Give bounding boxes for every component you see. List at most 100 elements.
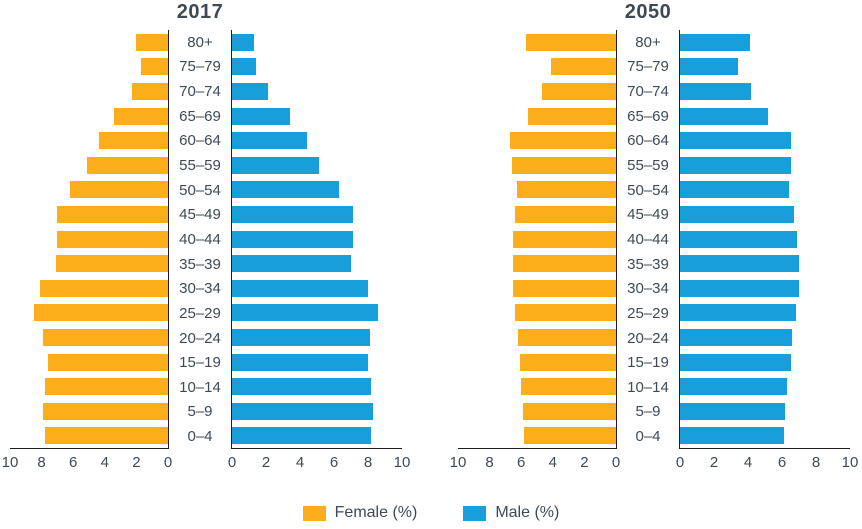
legend-label-female: Female (%): [334, 504, 418, 521]
age-group-label: 5–9: [635, 403, 661, 421]
female-bar-row: [458, 55, 616, 80]
male-bar-row: [680, 424, 850, 449]
male-bar-row: [680, 104, 850, 129]
female-bar: [47, 353, 168, 371]
age-group-label: 55–59: [627, 157, 669, 175]
age-group-label: 75–79: [627, 58, 669, 76]
x-tick-label: 10: [449, 454, 467, 471]
male-bar: [232, 255, 351, 273]
female-bar-row: [10, 178, 168, 203]
female-bar-row: [10, 399, 168, 424]
male-bar: [680, 33, 750, 51]
pyramid-title: 2017: [176, 1, 224, 23]
female-bar-row: [10, 227, 168, 252]
age-group-label: 20–24: [627, 329, 669, 347]
age-labels-column: 80+ 75–79 70–74 65–69 60–64 55–59 50–54 45–49 40…: [168, 30, 232, 449]
male-bars-area: [232, 30, 402, 449]
male-bar: [680, 353, 791, 371]
male-bar: [232, 230, 353, 248]
male-bar: [232, 402, 374, 420]
x-tick-label: 2: [261, 454, 271, 471]
male-bar: [232, 205, 353, 223]
female-bar-row: [458, 128, 616, 153]
male-bar-row: [232, 104, 402, 129]
age-group-label: 45–49: [179, 206, 221, 224]
age-group-label: 40–44: [627, 230, 669, 248]
female-bar: [33, 304, 168, 322]
legend-label-male: Male (%): [495, 504, 560, 521]
age-group-label: 45–49: [627, 206, 669, 224]
female-bars-area: [458, 30, 616, 449]
male-bar-row: [680, 374, 850, 399]
age-group-label: 60–64: [627, 132, 669, 150]
female-bar: [44, 427, 168, 445]
female-bar: [55, 255, 168, 273]
male-bar: [232, 107, 290, 125]
x-axis-ticks: 10 8 6 4 2 0 0 2 4 6 8 10: [450, 454, 859, 474]
legend: Female (%) Male (%): [0, 504, 862, 522]
age-group-label: 0–4: [635, 428, 661, 446]
female-bar-row: [458, 202, 616, 227]
female-bar: [513, 230, 616, 248]
x-tick-label: 2: [132, 454, 141, 471]
male-bar: [232, 181, 340, 199]
pyramid-2017: 2017 80+ 75–79 70–74 65–69 60–64 55–59 50–54 45…: [2, 0, 411, 480]
female-bar-row: [458, 301, 616, 326]
male-bar-row: [680, 79, 850, 104]
female-bar-row: [458, 227, 616, 252]
male-bar: [232, 132, 307, 150]
age-group-label: 35–39: [179, 255, 221, 273]
female-bar: [98, 132, 168, 150]
male-bar: [680, 181, 789, 199]
female-bar-row: [10, 251, 168, 276]
female-bar-row: [10, 202, 168, 227]
age-labels-column: 80+ 75–79 70–74 65–69 60–64 55–59 50–54 45–49 40…: [616, 30, 680, 449]
age-group-label: 30–34: [627, 280, 669, 298]
age-group-label: 15–19: [179, 354, 221, 372]
male-bar-row: [232, 128, 402, 153]
male-bar-row: [232, 79, 402, 104]
male-color-swatch: [463, 505, 487, 521]
age-group-label: 5–9: [187, 403, 213, 421]
age-group-label: 0–4: [187, 428, 213, 446]
x-tick-label: 6: [69, 454, 78, 471]
female-bar-row: [458, 374, 616, 399]
female-bar: [141, 58, 168, 76]
female-bar-row: [10, 424, 168, 449]
male-bar-row: [680, 399, 850, 424]
male-bar-row: [680, 55, 850, 80]
male-bar: [680, 132, 791, 150]
female-bar: [57, 230, 168, 248]
male-bar-row: [680, 350, 850, 375]
x-tick-label: 0: [611, 454, 621, 471]
x-tick-label: 2: [580, 454, 589, 471]
age-group-label: 60–64: [179, 132, 221, 150]
x-axis-ticks: 10 8 6 4 2 0 0 2 4 6 8 10: [2, 454, 411, 474]
male-bar: [680, 279, 799, 297]
x-tick-label: 6: [329, 454, 339, 471]
x-tick-label: 0: [227, 454, 237, 471]
male-bar: [232, 33, 255, 51]
x-tick-label: 8: [363, 454, 373, 471]
male-bar-row: [680, 128, 850, 153]
female-bar: [521, 378, 616, 396]
male-bar: [232, 378, 372, 396]
female-bar: [513, 279, 616, 297]
female-bar-row: [10, 153, 168, 178]
male-bar-row: [232, 301, 402, 326]
age-group-label: 80+: [187, 33, 213, 51]
age-group-label: 25–29: [627, 304, 669, 322]
female-bar: [514, 304, 616, 322]
female-bars-area: [10, 30, 168, 449]
age-group-label: 10–14: [179, 378, 221, 396]
x-tick-label: 8: [485, 454, 494, 471]
female-bar-row: [10, 325, 168, 350]
male-bar-row: [232, 374, 402, 399]
female-bar-row: [458, 350, 616, 375]
male-bar-row: [232, 153, 402, 178]
female-bar: [511, 156, 616, 174]
legend-item-female: Female (%): [302, 504, 418, 522]
female-bar: [522, 402, 616, 420]
female-bar: [44, 378, 168, 396]
